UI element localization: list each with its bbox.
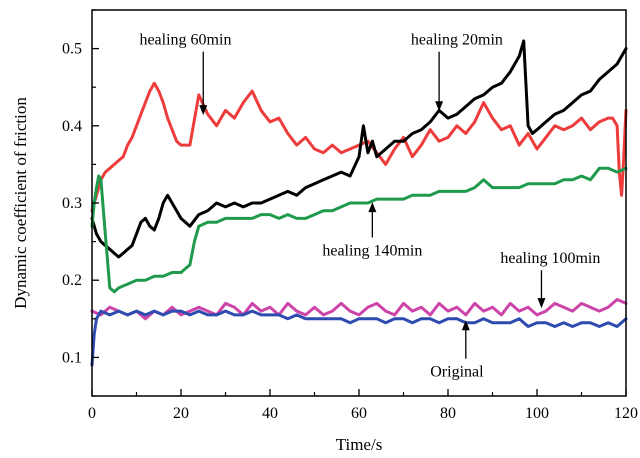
y-tick-label: 0.3 — [62, 195, 82, 212]
annotation-label: Original — [430, 364, 484, 381]
tick-layer: 0 20 40 60 80 100 120 0.1 0.2 0.3 0.4 0.5 — [62, 9, 638, 422]
annotation-arrow-head — [537, 298, 546, 309]
x-tick-label: 60 — [351, 405, 367, 422]
x-tick-label: 20 — [173, 405, 189, 422]
x-tick-label: 0 — [88, 405, 96, 422]
series-line-3 — [90, 298, 628, 321]
annotation-label: healing 20min — [411, 32, 503, 49]
x-tick-label: 80 — [440, 405, 456, 422]
y-tick-label: 0.5 — [62, 41, 82, 58]
x-tick-label: 100 — [525, 405, 549, 422]
x-axis-title: Time/s — [336, 435, 383, 454]
series-line-1 — [90, 39, 628, 259]
annotation-layer: healing 60min healing 20min healing 140min… — [139, 32, 600, 381]
x-tick-label: 120 — [614, 405, 638, 422]
annotation-label: healing 140min — [322, 242, 422, 259]
x-tick-label: 40 — [262, 405, 278, 422]
annotation-label: healing 60min — [139, 32, 231, 49]
series-line-2 — [90, 166, 628, 294]
series-layer — [90, 39, 628, 367]
y-axis-title: Dynamic coefficient of friction — [11, 97, 30, 309]
y-tick-label: 0.1 — [62, 349, 82, 366]
annotation-arrow-head — [199, 105, 208, 116]
annotation-label: healing 100min — [500, 250, 600, 267]
annotation-arrow-head — [435, 101, 444, 112]
annotation-arrow-head — [461, 320, 470, 331]
annotation-arrow-head — [368, 202, 377, 213]
series-line-0 — [90, 81, 628, 213]
y-tick-label: 0.4 — [62, 118, 82, 135]
series-line-4 — [90, 309, 628, 367]
y-tick-label: 0.2 — [62, 272, 82, 289]
